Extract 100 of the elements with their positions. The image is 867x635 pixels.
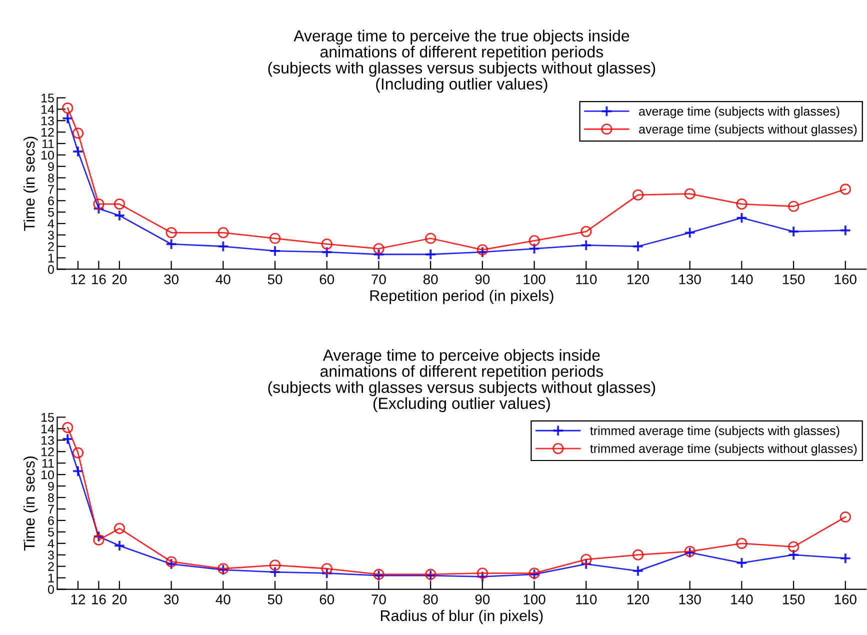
y-tick-label: 4 <box>48 219 54 228</box>
x-axis-title: Repetition period (in pixels) <box>370 290 554 304</box>
point <box>373 243 384 254</box>
point <box>93 198 104 210</box>
point <box>424 248 436 260</box>
point <box>788 549 800 561</box>
point <box>632 189 644 200</box>
point <box>840 511 851 523</box>
point <box>736 198 748 210</box>
x-tick-label: 110 <box>576 594 597 604</box>
point <box>166 556 177 568</box>
point <box>840 552 852 564</box>
y-tick-label: 9 <box>48 482 54 491</box>
x-tick-label: 150 <box>783 594 805 604</box>
x-tick-label: 12 <box>71 274 85 284</box>
x-tick-label: 130 <box>679 274 701 284</box>
point <box>476 568 488 579</box>
point <box>218 227 229 238</box>
x-axis-title: Radius of blur (in pixels) <box>380 610 543 624</box>
point <box>736 538 748 549</box>
chart-title: Average time to perceive objects inside animations of different repetition periods (subjects with glasses versus subjects without glasses) (Excluding outlier values) <box>268 349 656 412</box>
point <box>580 239 592 252</box>
point <box>372 248 385 260</box>
y-tick-label: 2 <box>48 242 54 251</box>
point <box>114 210 126 222</box>
y-tick-label: 6 <box>48 196 54 206</box>
y-tick-label: 2 <box>48 562 54 571</box>
point <box>62 112 74 124</box>
point <box>736 212 748 224</box>
point <box>93 534 104 546</box>
x-tick-label: 40 <box>216 594 230 604</box>
y-tick-label: 3 <box>48 230 54 240</box>
x-tick-label: 160 <box>834 594 856 604</box>
y-tick-label: 0 <box>48 585 54 594</box>
point <box>528 235 540 246</box>
y-tick-label: 3 <box>48 550 54 560</box>
y-tick-label: 10 <box>41 150 54 160</box>
point <box>476 244 488 256</box>
point <box>269 566 281 578</box>
point <box>632 549 644 560</box>
point <box>72 447 84 458</box>
legend-label: trimmed average time (subjects without glasses) <box>590 444 857 456</box>
x-tick-label: 100 <box>524 594 546 604</box>
y-tick-label: 9 <box>48 162 54 172</box>
point <box>92 202 105 214</box>
x-tick-label: 50 <box>268 274 282 284</box>
y-tick-label: 8 <box>48 174 54 182</box>
y-axis-title: Time (in secs) <box>24 456 38 551</box>
y-tick-label: 7 <box>48 504 54 514</box>
x-tick-label: 40 <box>216 274 230 284</box>
point <box>321 246 333 258</box>
y-tick-label: 12 <box>41 447 54 456</box>
x-tick-label: 160 <box>834 274 856 284</box>
y-tick-label: 11 <box>42 459 54 468</box>
x-tick-label: 110 <box>576 274 597 284</box>
y-tick-label: 12 <box>41 128 54 137</box>
y-tick-label: 0 <box>48 265 54 274</box>
x-tick-label: 30 <box>164 594 178 604</box>
y-tick-label: 6 <box>48 516 54 526</box>
y-tick-label: 8 <box>48 493 54 502</box>
point <box>840 184 851 195</box>
x-tick-label: 120 <box>627 594 650 604</box>
x-tick-label: 130 <box>679 594 701 604</box>
point <box>632 565 644 577</box>
point <box>580 554 592 566</box>
y-tick-label: 1 <box>48 574 54 582</box>
legend-label: average time (subjects without glasses) <box>639 124 857 136</box>
point <box>321 238 332 250</box>
x-tick-label: 150 <box>783 274 805 284</box>
x-tick-label: 80 <box>423 274 438 284</box>
x-tick-label: 70 <box>372 594 386 604</box>
chart-title: Average time to perceive the true objects inside animations of different repetition periods (subjects with glasses versus subjects without glasses) (Including outlier values) <box>268 30 656 93</box>
point <box>166 227 177 238</box>
point <box>72 128 84 139</box>
point <box>321 563 332 574</box>
point <box>269 232 281 244</box>
x-tick-label: 140 <box>731 274 753 284</box>
y-tick-label: 14 <box>41 105 54 114</box>
point <box>92 530 105 542</box>
point <box>476 246 488 258</box>
x-tick-label: 100 <box>524 274 546 284</box>
point <box>269 245 281 257</box>
x-tick-label: 80 <box>423 594 438 604</box>
x-tick-label: 20 <box>112 594 127 604</box>
y-tick-label: 15 <box>41 94 54 102</box>
x-tick-label: 140 <box>731 594 753 604</box>
point <box>321 567 333 580</box>
point <box>62 433 74 445</box>
x-tick-label: 70 <box>372 274 386 284</box>
x-tick-label: 30 <box>164 274 178 284</box>
point <box>684 188 696 200</box>
y-tick-label: 15 <box>41 413 54 422</box>
point <box>72 146 84 158</box>
legend-label: trimmed average time (subjects with glasses) <box>590 426 840 438</box>
y-tick-label: 1 <box>48 254 54 262</box>
point <box>114 522 125 534</box>
point <box>165 238 178 250</box>
point <box>476 570 488 582</box>
y-tick-label: 5 <box>48 528 54 537</box>
point <box>736 557 748 569</box>
